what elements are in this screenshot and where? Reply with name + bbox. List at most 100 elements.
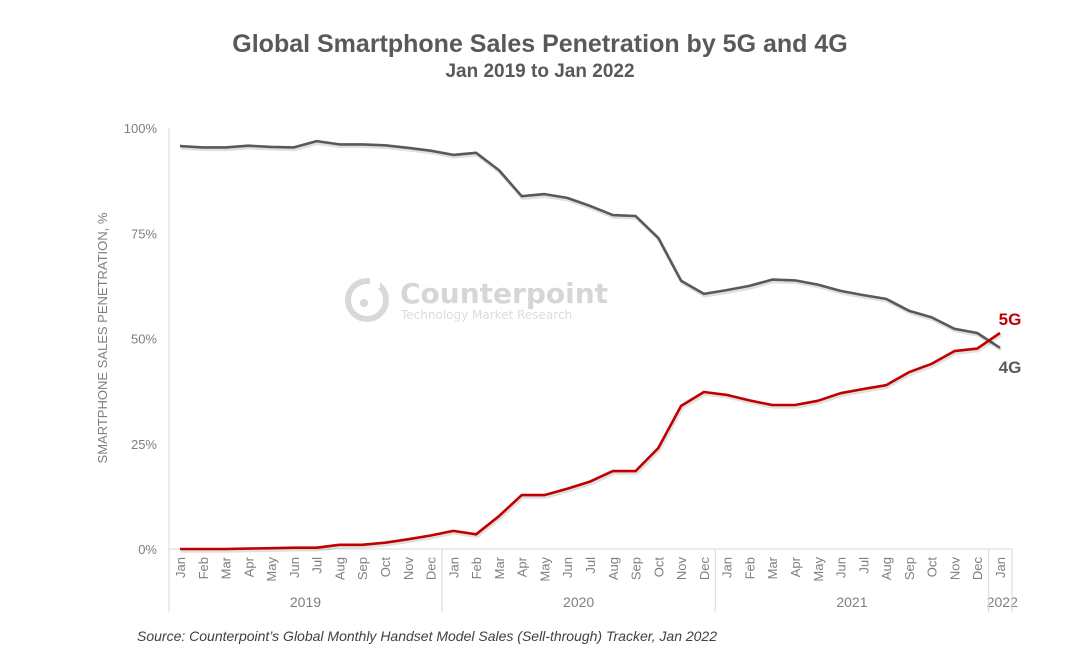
x-tick-label: Apr (515, 556, 530, 577)
x-tick-label: Dec (970, 557, 985, 581)
data-point-4g (270, 146, 273, 149)
x-year-label: 2021 (836, 594, 867, 610)
x-tick-label: Jul (583, 557, 598, 574)
x-tick-label: Jul (310, 557, 325, 574)
data-point-5g (657, 447, 660, 450)
data-point-5g (725, 394, 728, 397)
data-point-4g (976, 332, 979, 335)
data-point-4g (224, 146, 227, 149)
data-point-4g (680, 280, 683, 283)
data-point-4g (611, 214, 614, 217)
data-point-5g (520, 494, 523, 497)
y-tick-label: 75% (131, 226, 157, 241)
series-end-label-4g: 4G (999, 358, 1022, 377)
data-point-5g (589, 480, 592, 483)
data-point-5g (452, 530, 455, 533)
data-point-5g (201, 548, 204, 551)
data-point-5g (406, 538, 409, 541)
data-point-4g (520, 195, 523, 198)
x-tick-label: Nov (401, 557, 416, 581)
counterpoint-logo-icon (345, 276, 389, 322)
data-point-5g (748, 399, 751, 402)
data-point-4g (725, 289, 728, 292)
watermark: Counterpoint Technology Market Research (345, 276, 608, 322)
x-tick-label: Jun (287, 557, 302, 578)
x-tick-label: Jul (856, 557, 871, 574)
data-point-4g (201, 146, 204, 149)
series-end-label-5g: 5G (999, 310, 1022, 329)
data-point-5g (680, 405, 683, 408)
data-point-5g (224, 548, 227, 551)
data-point-5g (338, 543, 341, 546)
x-year-label: 2020 (563, 594, 594, 610)
data-point-5g (816, 400, 819, 403)
data-point-5g (611, 470, 614, 473)
x-tick-label: Mar (765, 556, 780, 579)
data-point-5g (976, 347, 979, 350)
data-point-5g (475, 533, 478, 536)
x-tick-label: Sep (902, 557, 917, 580)
x-tick-label: Nov (947, 557, 962, 581)
x-tick-label: Dec (697, 557, 712, 581)
x-tick-label: Jan (720, 557, 735, 578)
data-point-5g (839, 392, 842, 395)
x-tick-label: Jan (446, 557, 461, 578)
data-point-5g (270, 547, 273, 550)
x-tick-label: Aug (332, 557, 347, 580)
data-point-5g (703, 391, 706, 394)
data-point-5g (361, 543, 364, 546)
x-tick-label: May (537, 557, 552, 582)
x-year-label: 2019 (290, 594, 321, 610)
chart-title: Global Smartphone Sales Penetration by 5… (232, 30, 848, 58)
data-point-4g (498, 169, 501, 172)
data-point-4g (589, 205, 592, 208)
data-point-4g (384, 144, 387, 147)
data-point-5g (953, 350, 956, 353)
x-tick-label: May (811, 557, 826, 582)
data-point-5g (179, 548, 182, 551)
data-point-4g (406, 146, 409, 149)
chart-subtitle: Jan 2019 to Jan 2022 (445, 61, 635, 82)
data-point-4g (885, 298, 888, 301)
data-point-5g (315, 546, 318, 549)
y-axis-title: SMARTPHONE SALES PENETRATION, % (95, 212, 110, 463)
data-point-4g (475, 152, 478, 155)
data-point-5g (634, 470, 637, 473)
x-tick-label: Mar (492, 556, 507, 579)
series-shadow-4g (180, 141, 1002, 352)
x-tick-label: Oct (925, 557, 940, 578)
x-tick-label: Feb (742, 557, 757, 579)
data-point-4g (338, 143, 341, 146)
x-tick-label: Dec (424, 557, 439, 581)
data-point-4g (748, 285, 751, 288)
data-point-4g (452, 154, 455, 157)
data-point-5g (930, 362, 933, 365)
x-tick-label: Jun (834, 557, 849, 578)
x-tick-label: Oct (378, 557, 393, 578)
x-tick-label: Sep (355, 557, 370, 580)
x-tick-label: Mar (219, 556, 234, 579)
data-point-5g (908, 371, 911, 374)
data-point-4g (999, 346, 1002, 349)
data-point-4g (543, 193, 546, 196)
data-point-4g (247, 144, 250, 147)
data-point-4g (429, 149, 432, 152)
x-tick-label: Apr (788, 556, 803, 577)
x-tick-label: Jan (993, 557, 1008, 578)
data-point-4g (953, 328, 956, 331)
series-line-4g (179, 139, 1001, 349)
data-point-4g (862, 294, 865, 297)
y-tick-label: 25% (131, 437, 157, 452)
data-point-4g (794, 279, 797, 282)
x-tick-label: Aug (606, 557, 621, 580)
x-tick-label: May (264, 557, 279, 582)
data-point-4g (315, 140, 318, 143)
x-tick-label: Sep (629, 557, 644, 580)
data-point-5g (293, 546, 296, 549)
y-tick-label: 0% (138, 542, 157, 557)
data-point-5g (543, 494, 546, 497)
x-tick-label: Nov (674, 557, 689, 581)
data-point-4g (634, 215, 637, 218)
data-point-5g (999, 332, 1002, 335)
